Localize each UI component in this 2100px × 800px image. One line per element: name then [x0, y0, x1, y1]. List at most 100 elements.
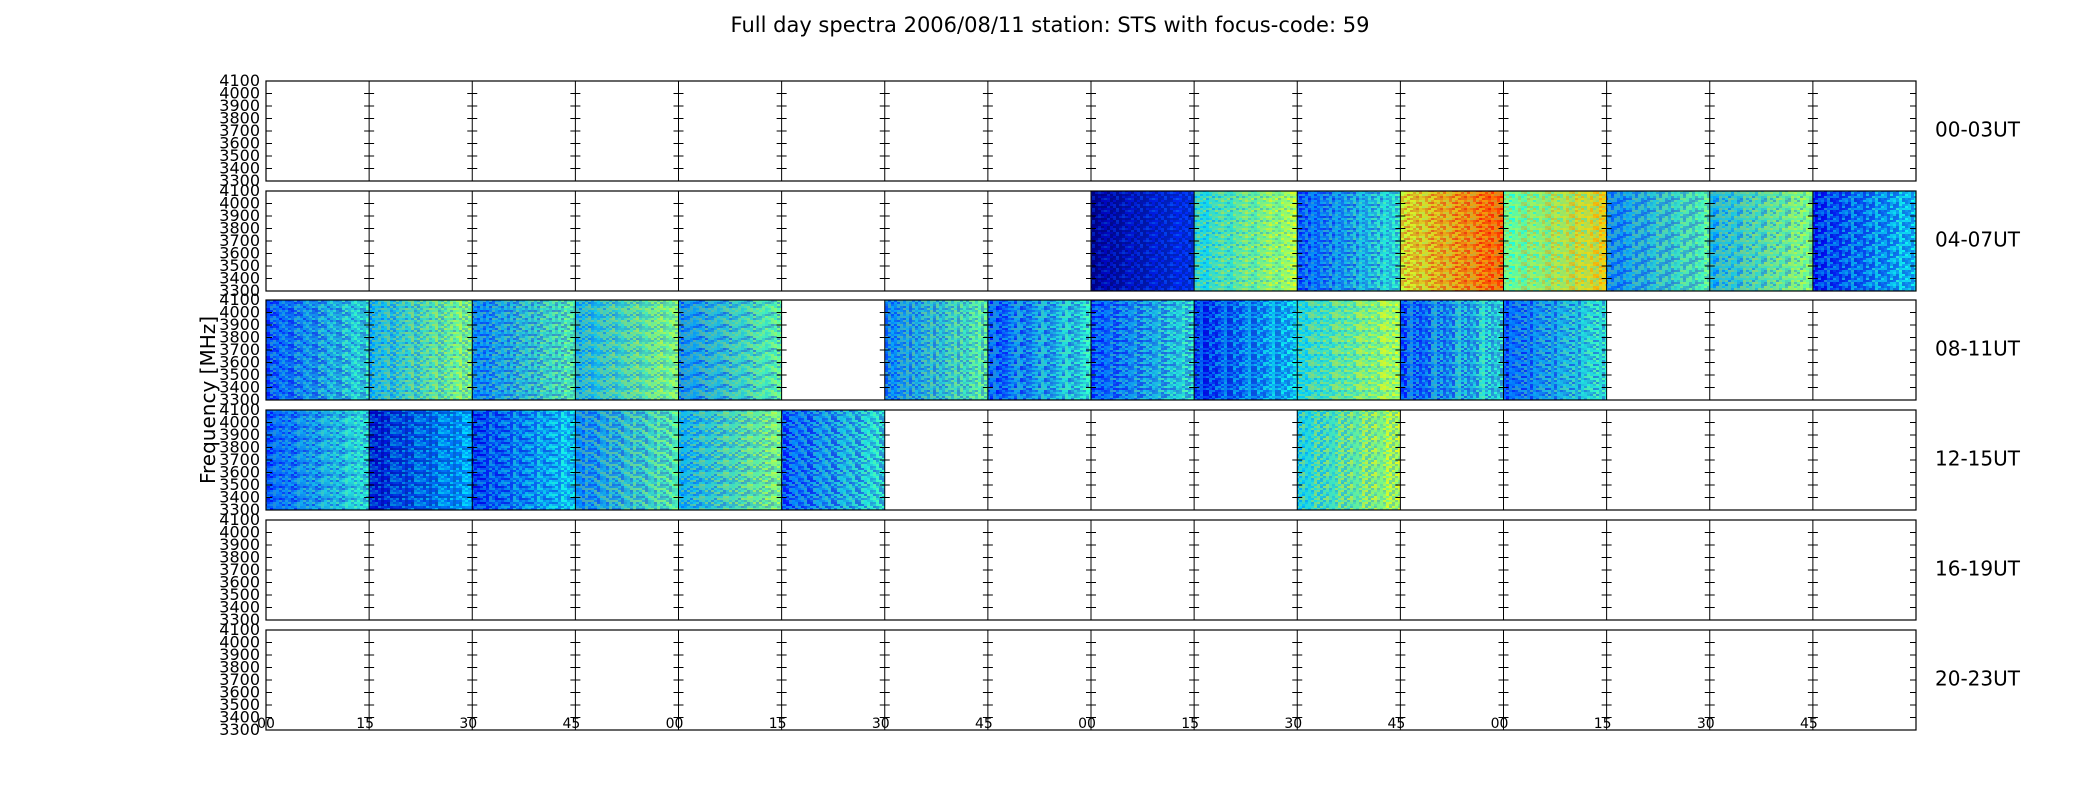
y-tick-label: 3700	[219, 670, 260, 689]
y-tick-label: 3300	[219, 390, 260, 409]
x-tick-label: 15	[1594, 716, 1612, 732]
row-label: 20-23UT	[1935, 667, 2021, 691]
y-tick-label: 3700	[219, 450, 260, 469]
spectra-segment-shade-1-14	[1709, 191, 1813, 291]
x-tick-label: 45	[975, 716, 993, 732]
y-tick-label: 3700	[219, 340, 260, 359]
spectra-segment-shade-3-10	[1297, 410, 1401, 510]
spectra-segment-shade-2-10	[1297, 300, 1401, 400]
y-tick-label: 3900	[219, 425, 260, 444]
y-tick-label: 3400	[219, 708, 260, 727]
spectra-segment-shade-2-0	[266, 300, 370, 400]
spectra-segment-shade-2-9	[1194, 300, 1298, 400]
spectra-segment-shade-1-9	[1194, 191, 1298, 291]
x-tick-label: 15	[769, 716, 787, 732]
row-label: 12-15UT	[1935, 447, 2021, 471]
y-tick-label: 3400	[219, 488, 260, 507]
y-tick-label: 3600	[219, 353, 260, 372]
row-label: 08-11UT	[1935, 337, 2021, 361]
y-tick-label: 3800	[219, 438, 260, 457]
spectra-segment-shade-1-15	[1812, 191, 1916, 291]
spectra-segment-shade-1-10	[1297, 191, 1401, 291]
y-tick-label: 3800	[219, 548, 260, 567]
y-tick-label: 3600	[219, 244, 260, 263]
y-tick-label: 3300	[219, 720, 260, 739]
spectra-segment-shade-3-0	[266, 410, 370, 510]
x-tick-label: 30	[1697, 716, 1715, 732]
x-tick-label: 00	[257, 716, 275, 732]
y-tick-label: 4100	[219, 620, 260, 639]
y-axis-label: Frequency [MHz]	[196, 316, 220, 484]
y-tick-label: 3500	[219, 146, 260, 165]
y-tick-label: 4000	[219, 303, 260, 322]
y-tick-label: 3800	[219, 219, 260, 238]
y-tick-label: 3900	[219, 645, 260, 664]
spectra-segment-shade-2-2	[472, 300, 576, 400]
y-tick-label: 3900	[219, 535, 260, 554]
y-tick-label: 3600	[219, 463, 260, 482]
spectra-segment-shade-3-5	[781, 410, 885, 510]
y-tick-label: 3500	[219, 256, 260, 275]
y-tick-label: 4100	[219, 400, 260, 419]
spectra-segment-shade-3-2	[472, 410, 576, 510]
x-tick-label: 00	[1491, 716, 1509, 732]
spectra-segment-shade-1-13	[1606, 191, 1710, 291]
spectra-segment-shade-2-7	[987, 300, 1091, 400]
y-tick-label: 3600	[219, 573, 260, 592]
y-tick-label: 3700	[219, 231, 260, 250]
y-tick-label: 3800	[219, 109, 260, 128]
spectra-segment-shade-3-1	[369, 410, 473, 510]
spectra-segment-shade-2-1	[369, 300, 473, 400]
chart-title: Full day spectra 2006/08/11 station: STS…	[731, 13, 1370, 37]
x-tick-label: 15	[1181, 716, 1199, 732]
y-tick-label: 3300	[219, 610, 260, 629]
row-label: 04-07UT	[1935, 228, 2021, 252]
y-tick-label: 3700	[219, 560, 260, 579]
x-tick-label: 15	[356, 716, 374, 732]
y-tick-label: 3600	[219, 683, 260, 702]
y-tick-label: 3300	[219, 171, 260, 190]
y-tick-label: 4100	[219, 71, 260, 90]
y-tick-label: 3800	[219, 328, 260, 347]
spectra-segment-shade-2-12	[1503, 300, 1607, 400]
x-tick-label: 30	[1284, 716, 1302, 732]
y-tick-label: 3500	[219, 585, 260, 604]
y-tick-label: 3900	[219, 315, 260, 334]
spectra-segment-shade-2-4	[678, 300, 782, 400]
row-label: 16-19UT	[1935, 557, 2021, 581]
y-tick-label: 3400	[219, 269, 260, 288]
y-tick-label: 3300	[219, 281, 260, 300]
spectra-segment-shade-2-11	[1400, 300, 1504, 400]
y-tick-label: 4000	[219, 194, 260, 213]
x-tick-label: 45	[1387, 716, 1405, 732]
spectra-segment-shade-1-11	[1400, 191, 1504, 291]
spectra-segment-shade-3-3	[575, 410, 679, 510]
x-tick-label: 30	[872, 716, 890, 732]
x-tick-label: 45	[1800, 716, 1818, 732]
y-tick-label: 4100	[219, 510, 260, 529]
y-tick-label: 3400	[219, 378, 260, 397]
y-tick-label: 4100	[219, 181, 260, 200]
spectra-segment-shade-2-6	[884, 300, 988, 400]
y-tick-label: 4000	[219, 523, 260, 542]
x-tick-label: 30	[459, 716, 477, 732]
spectra-panels: 33003400350036003700380039004000410000-0…	[219, 71, 2020, 739]
y-tick-label: 3700	[219, 121, 260, 140]
y-tick-label: 3500	[219, 695, 260, 714]
y-tick-label: 3400	[219, 598, 260, 617]
y-tick-label: 4000	[219, 633, 260, 652]
spectra-segment-shade-3-4	[678, 410, 782, 510]
y-tick-label: 4100	[219, 290, 260, 309]
spectra-segment-shade-2-8	[1091, 300, 1195, 400]
y-tick-label: 3600	[219, 134, 260, 153]
y-tick-label: 3800	[219, 658, 260, 677]
x-tick-label: 00	[1078, 716, 1096, 732]
y-tick-label: 3900	[219, 96, 260, 115]
y-tick-label: 3900	[219, 206, 260, 225]
x-tick-label: 45	[562, 716, 580, 732]
y-tick-label: 3500	[219, 475, 260, 494]
x-tick-label: 00	[666, 716, 684, 732]
y-tick-label: 3500	[219, 365, 260, 384]
spectra-segment-shade-1-8	[1091, 191, 1195, 291]
